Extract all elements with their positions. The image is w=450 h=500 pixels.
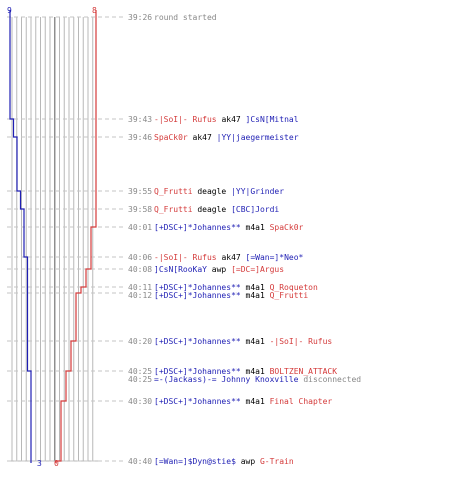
event-part: SpaCk0r [270,223,304,232]
event-time: 40:11 [128,283,152,292]
event-row: 40:30 [+DSC+]*Johannes** m4a1 Final Chapt… [128,397,332,406]
event-row: 40:25 [+DSC+]*Johannes** m4a1 BOLTZEN_ATT… [128,367,337,376]
grid [7,17,100,462]
event-part: [+DSC+]*Johannes** [154,367,241,376]
event-part: -|SoI|- Rufus [154,115,217,124]
event-time: 40:25 [128,375,152,384]
blue-team-line [9,10,32,463]
event-part: -|SoI|- Rufus [270,337,333,346]
event-part: m4a1 [241,223,270,232]
event-text: [+DSC+]*Johannes** m4a1 Q_Frutti [154,291,308,300]
event-part: m4a1 [241,367,270,376]
event-text: [+DSC+]*Johannes** m4a1 Q_Roqueton [154,283,318,292]
event-text: SpaCk0r ak47 |YY|jaegermeister [154,133,299,142]
event-part: disconnected [299,375,362,384]
event-time: 39:46 [128,133,152,142]
event-row: 40:11 [+DSC+]*Johannes** m4a1 Q_Roqueton [128,283,318,292]
event-text: [+DSC+]*Johannes** m4a1 BOLTZEN_ATTACK [154,367,337,376]
event-row: 40:20 [+DSC+]*Johannes** m4a1 -|SoI|- Ruf… [128,337,332,346]
event-part: [CBC]Jordi [231,205,279,214]
event-row: 40:01 [+DSC+]*Johannes** m4a1 SpaCk0r [128,223,304,232]
event-part: =-(Jackass)-= Johnny Knoxville [154,375,299,384]
event-time: 40:40 [128,457,152,466]
event-part: ]CsN[Mitnal [246,115,299,124]
player-counts: 9 8 3 0 [7,6,97,468]
event-part: deagle [193,187,232,196]
event-text: [=Wan=]$Dyn@stie$ awp G-Train [154,457,294,466]
event-part: awp [236,457,260,466]
event-part: [=DC=]Argus [231,265,284,274]
player-count-lines [9,10,97,463]
event-text: ]CsN[RooKaY awp [=DC=]Argus [154,265,284,274]
event-time: 40:06 [128,253,152,262]
event-time: 40:12 [128,291,152,300]
red-team-line [55,10,97,463]
event-row: 40:08]CsN[RooKaY awp [=DC=]Argus [128,265,284,274]
event-text: -|SoI|- Rufus ak47 ]CsN[Mitnal [154,115,299,124]
event-part: awp [207,265,231,274]
event-part: -|SoI|- Rufus [154,253,217,262]
event-part: [+DSC+]*Johannes** [154,223,241,232]
event-time: 39:55 [128,187,152,196]
event-part: |YY|Grinder [231,187,284,196]
event-time: 40:01 [128,223,152,232]
event-row: 40:25 =-(Jackass)-= Johnny Knoxville disc… [128,375,361,384]
event-text: Q_Frutti deagle |YY|Grinder [154,187,284,196]
event-part: [+DSC+]*Johannes** [154,291,241,300]
event-part: [=Wan=]*Neo* [246,253,304,262]
event-row: 39:26 round started [128,13,217,22]
event-row: 40:40 [=Wan=]$Dyn@stie$ awp G-Train [128,457,294,466]
event-text: [+DSC+]*Johannes** m4a1 SpaCk0r [154,223,304,232]
event-part: Q_Frutti [270,291,309,300]
event-part: Q_Frutti [154,187,193,196]
event-part: deagle [193,205,232,214]
event-time: 39:58 [128,205,152,214]
blue-start-count: 9 [7,6,12,15]
red-start-count: 8 [92,6,97,15]
event-part: [=Wan=]$Dyn@stie$ [154,457,236,466]
event-time: 39:26 [128,13,152,22]
event-part: ak47 [188,133,217,142]
event-part: m4a1 [241,283,270,292]
event-part: [+DSC+]*Johannes** [154,283,241,292]
event-part: SpaCk0r [154,133,188,142]
event-part: ak47 [217,253,246,262]
event-text: [+DSC+]*Johannes** m4a1 -|SoI|- Rufus [154,337,332,346]
event-text: -|SoI|- Rufus ak47 [=Wan=]*Neo* [154,253,304,262]
event-part: BOLTZEN_ATTACK [270,367,338,376]
event-part: |YY|jaegermeister [217,133,299,142]
event-part: [+DSC+]*Johannes** [154,397,241,406]
event-row: 39:55 Q_Frutti deagle |YY|Grinder [128,187,284,196]
event-part: m4a1 [241,337,270,346]
blue-end-count: 3 [37,459,42,468]
event-part: round started [154,13,217,22]
event-time: 40:08 [128,265,152,274]
event-part: Final Chapter [270,397,333,406]
event-text: Q_Frutti deagle [CBC]Jordi [154,205,279,214]
event-part: m4a1 [241,291,270,300]
event-part: ak47 [217,115,246,124]
event-part: m4a1 [241,397,270,406]
event-time: 40:25 [128,367,152,376]
event-text: [+DSC+]*Johannes** m4a1 Final Chapter [154,397,332,406]
event-row: 39:58 Q_Frutti deagle [CBC]Jordi [128,205,279,214]
event-part: Q_Roqueton [270,283,318,292]
event-part: Q_Frutti [154,205,193,214]
event-time: 40:30 [128,397,152,406]
event-part: G-Train [260,457,294,466]
event-time: 39:43 [128,115,152,124]
event-row: 40:06 -|SoI|- Rufus ak47 [=Wan=]*Neo* [128,253,304,262]
red-end-count: 0 [54,459,59,468]
event-time: 40:20 [128,337,152,346]
event-row: 39:46 SpaCk0r ak47 |YY|jaegermeister [128,133,299,142]
event-part: ]CsN[RooKaY [154,265,207,274]
event-row: 39:43 -|SoI|- Rufus ak47 ]CsN[Mitnal [128,115,299,124]
event-text: round started [154,13,217,22]
event-text: =-(Jackass)-= Johnny Knoxville disconnec… [154,375,361,384]
event-row: 40:12 [+DSC+]*Johannes** m4a1 Q_Frutti [128,291,308,300]
event-part: [+DSC+]*Johannes** [154,337,241,346]
